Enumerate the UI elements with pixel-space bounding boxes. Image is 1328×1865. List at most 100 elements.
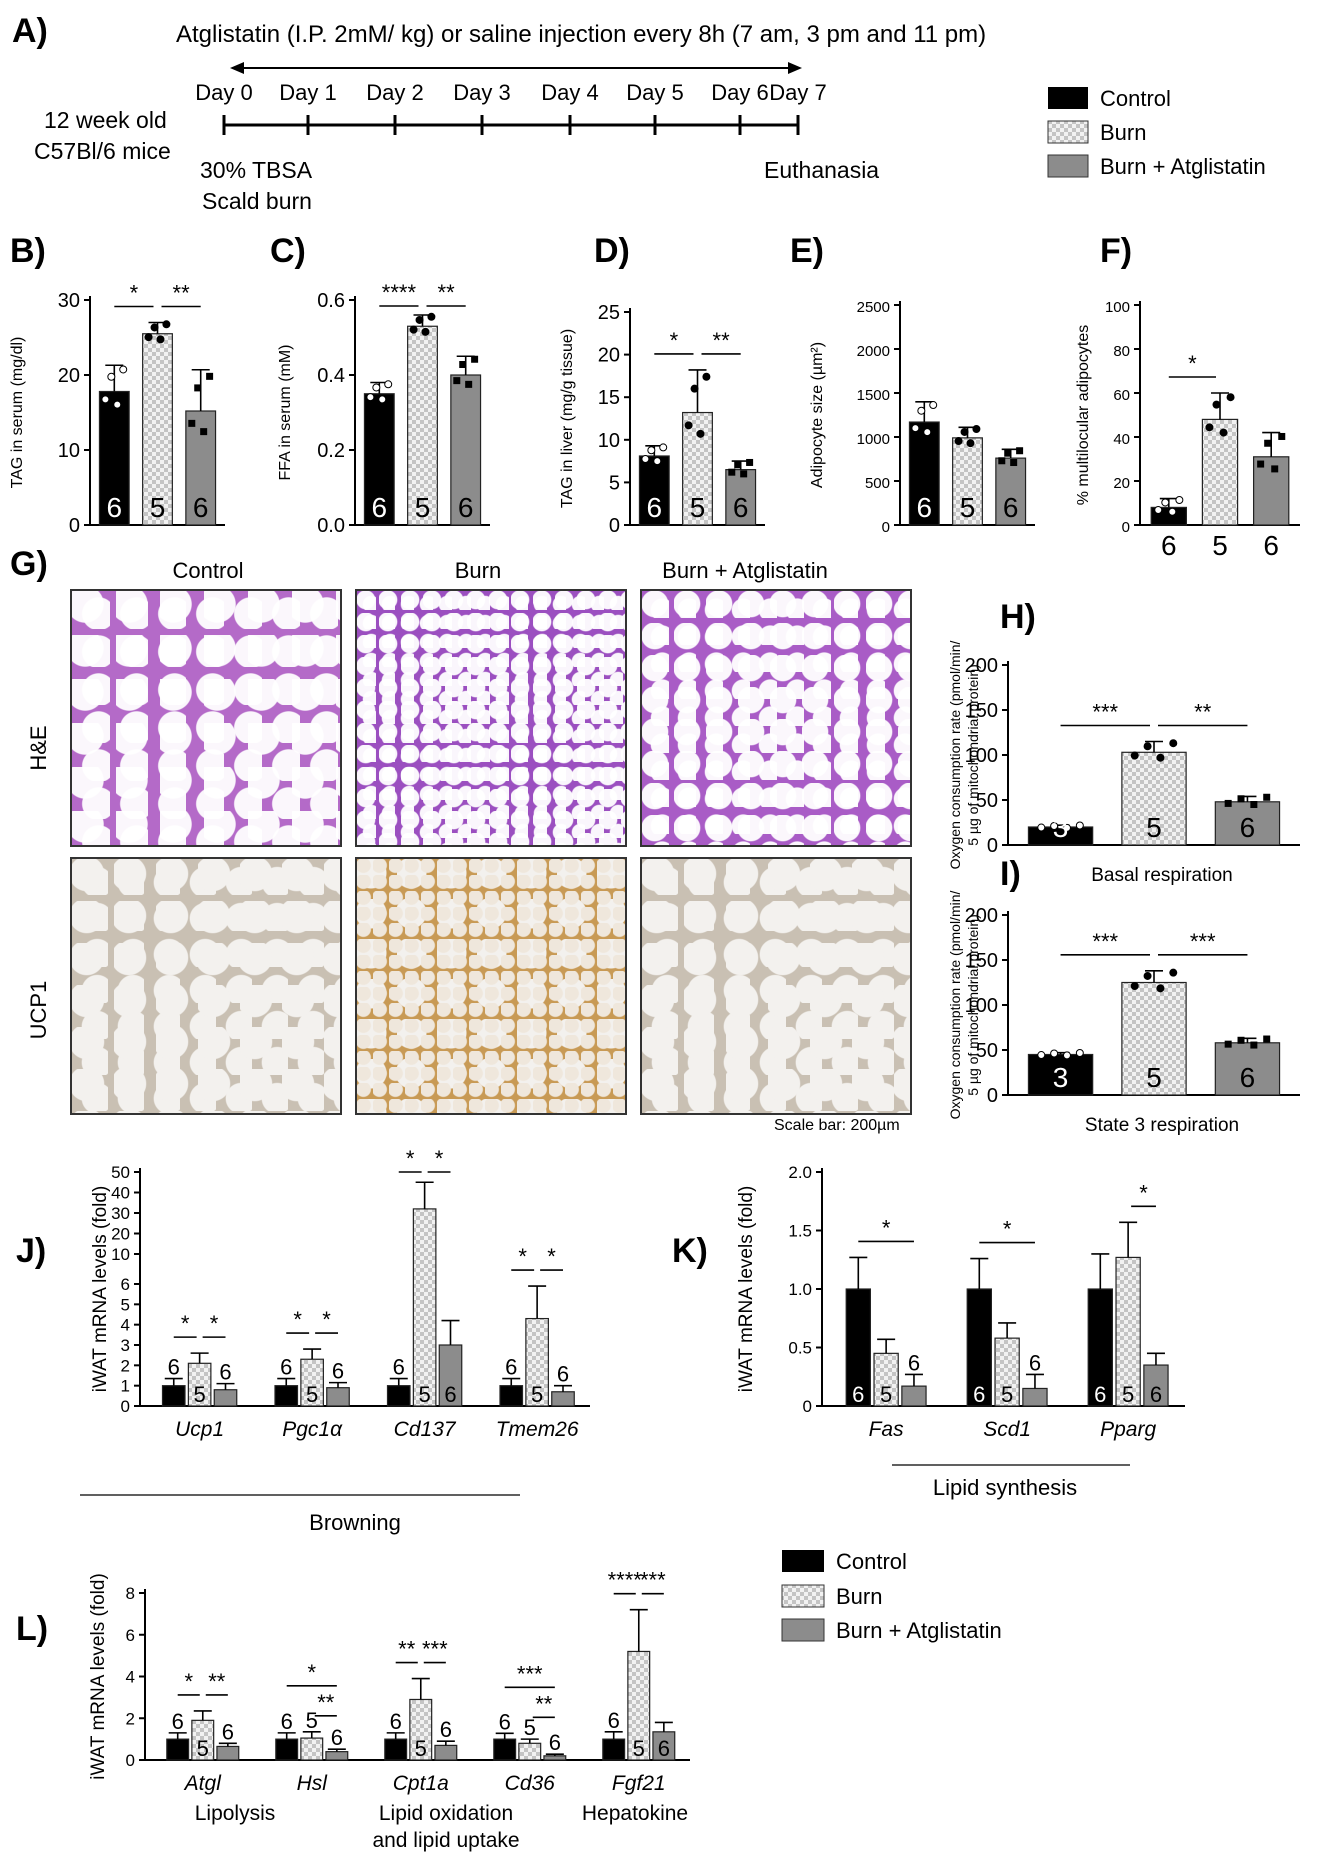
mice-line-1: 12 week old	[44, 107, 167, 133]
data-point	[1130, 982, 1139, 991]
legend-top-control: Control	[1100, 86, 1171, 111]
histo-ucp1-atg	[640, 857, 912, 1115]
x-axis-label: State 3 respiration	[1085, 1115, 1239, 1136]
data-point	[1237, 795, 1245, 803]
data-point	[206, 372, 214, 380]
n-label: 6	[193, 492, 209, 523]
data-point	[101, 395, 110, 404]
n-label: 6	[168, 1355, 180, 1380]
gene-label: Cd36	[505, 1772, 556, 1795]
n-label: 6	[444, 1382, 456, 1407]
significance-label: *	[322, 1307, 331, 1332]
panel-letter: K)	[672, 1232, 708, 1270]
y-tick-label: 1500	[857, 387, 890, 404]
data-point	[421, 327, 430, 336]
treatment-text: Atglistatin (I.P. 2mM/ kg) or saline inj…	[176, 21, 986, 48]
bar	[1214, 801, 1281, 846]
n-label: 6	[393, 1355, 405, 1380]
x-axis-label: Basal respiration	[1091, 865, 1233, 886]
legend-top-burn: Burn	[1100, 120, 1146, 145]
y-tick-label: 0	[609, 515, 620, 537]
gene-label: Pgc1α	[282, 1418, 343, 1441]
significance-label: *	[1139, 1180, 1148, 1205]
y-tick-label: 4	[121, 1316, 130, 1335]
bar	[166, 1738, 190, 1761]
bar	[450, 374, 482, 526]
bar	[543, 1755, 567, 1761]
n-label: 5	[306, 1382, 318, 1407]
y-tick-label: 30	[58, 290, 80, 312]
y-tick-label: 60	[1113, 387, 1130, 404]
n-label: 5	[880, 1382, 892, 1407]
significance-label: ***	[422, 1637, 448, 1662]
bar	[1143, 1364, 1169, 1407]
y-tick-label: 30	[111, 1204, 130, 1223]
y-tick-label: 1000	[857, 431, 890, 448]
significance-label: *	[406, 1146, 415, 1171]
n-label: 5	[1122, 1382, 1134, 1407]
n-label: 5	[194, 1382, 206, 1407]
data-point	[427, 312, 436, 321]
histo-ucp1-burn	[355, 857, 627, 1115]
bar	[213, 1389, 238, 1407]
y-tick-label: 0.4	[317, 365, 345, 387]
y-tick-label: 0	[121, 1397, 130, 1416]
significance-label: *	[307, 1660, 316, 1685]
n-label: 6	[1263, 530, 1279, 561]
n-label: 5	[960, 492, 976, 523]
significance-label: **	[535, 1691, 553, 1716]
panel-letter: H)	[1000, 598, 1036, 636]
chart-j: J) iWAT mRNA levels (fold)012345610203040…	[16, 1146, 590, 1535]
n-label: 6	[458, 492, 474, 523]
n-label: 5	[197, 1736, 209, 1761]
data-point	[1224, 1040, 1232, 1048]
data-point	[409, 325, 418, 334]
histo-row-ucp1: UCP1	[26, 981, 51, 1040]
n-label: 6	[172, 1709, 184, 1734]
n-label: 6	[647, 492, 663, 523]
n-label: 6	[733, 492, 749, 523]
data-point	[1016, 447, 1024, 455]
y-tick-label: 40	[111, 1184, 130, 1203]
y-tick-label: 1	[121, 1377, 130, 1396]
y-tick-label: 20	[111, 1225, 130, 1244]
data-point	[1263, 793, 1271, 801]
bar	[300, 1737, 324, 1761]
panel-letter: C)	[270, 232, 306, 270]
data-point	[966, 439, 975, 448]
gene-label: Scd1	[983, 1418, 1031, 1441]
bar	[216, 1745, 240, 1761]
significance-label: **	[398, 1637, 416, 1662]
n-label: 6	[440, 1717, 452, 1742]
bar	[499, 1385, 524, 1407]
n-label: 6	[852, 1382, 864, 1407]
legend-top-atg: Burn + Atglistatin	[1100, 154, 1266, 179]
panel-letter: F)	[1100, 232, 1132, 270]
significance-label: *	[435, 1146, 444, 1171]
data-point	[929, 401, 938, 410]
legend-bottom-burn-swatch	[781, 1584, 825, 1608]
significance-label: ***	[1092, 929, 1118, 954]
y-tick-label: 6	[121, 1275, 130, 1294]
y-axis-label: Adipocyte size (µm²)	[809, 342, 826, 488]
significance-label: **	[438, 280, 456, 305]
n-label: 5	[690, 492, 706, 523]
data-point	[1257, 460, 1265, 468]
n-label: 6	[372, 492, 388, 523]
y-tick-label: 0.0	[317, 515, 345, 537]
significance-label: ***	[1092, 700, 1118, 725]
data-point	[1050, 1049, 1059, 1058]
data-point	[1037, 1051, 1046, 1060]
significance-label: *	[184, 1669, 193, 1694]
chart-e: E) 0 500 1000 1500 2000 2500 Adipocyte size (µm…	[790, 232, 1035, 536]
data-point	[366, 393, 375, 402]
data-point	[200, 428, 208, 436]
gene-label: Fgf21	[612, 1772, 666, 1795]
n-label: 6	[1150, 1382, 1162, 1407]
legend-bottom-atg-swatch	[781, 1618, 825, 1642]
data-point	[113, 400, 122, 409]
y-tick-label: 50	[976, 1040, 998, 1062]
bar	[901, 1385, 927, 1407]
y-tick-label: 100	[965, 995, 998, 1017]
